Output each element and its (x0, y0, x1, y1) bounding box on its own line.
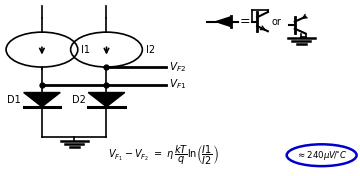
Text: $\approx 240\mu V\!/\!{^\circ\!C}$: $\approx 240\mu V\!/\!{^\circ\!C}$ (296, 149, 347, 162)
Text: or: or (271, 17, 281, 27)
Text: $V_{F1}$: $V_{F1}$ (169, 78, 186, 91)
Text: I1: I1 (81, 45, 90, 55)
Text: I2: I2 (146, 45, 155, 55)
Polygon shape (216, 17, 231, 27)
Text: $V_{F_1} - V_{F_2}\ =\ \eta\,\dfrac{kT}{q}\ln\!\left(\dfrac{I1}{I2}\right)$: $V_{F_1} - V_{F_2}\ =\ \eta\,\dfrac{kT}{… (108, 144, 219, 167)
Text: D1: D1 (8, 95, 21, 105)
Text: $V_{F2}$: $V_{F2}$ (169, 60, 186, 74)
Text: D2: D2 (72, 95, 86, 105)
Text: =: = (240, 15, 251, 28)
Polygon shape (24, 93, 60, 107)
Polygon shape (88, 93, 125, 107)
